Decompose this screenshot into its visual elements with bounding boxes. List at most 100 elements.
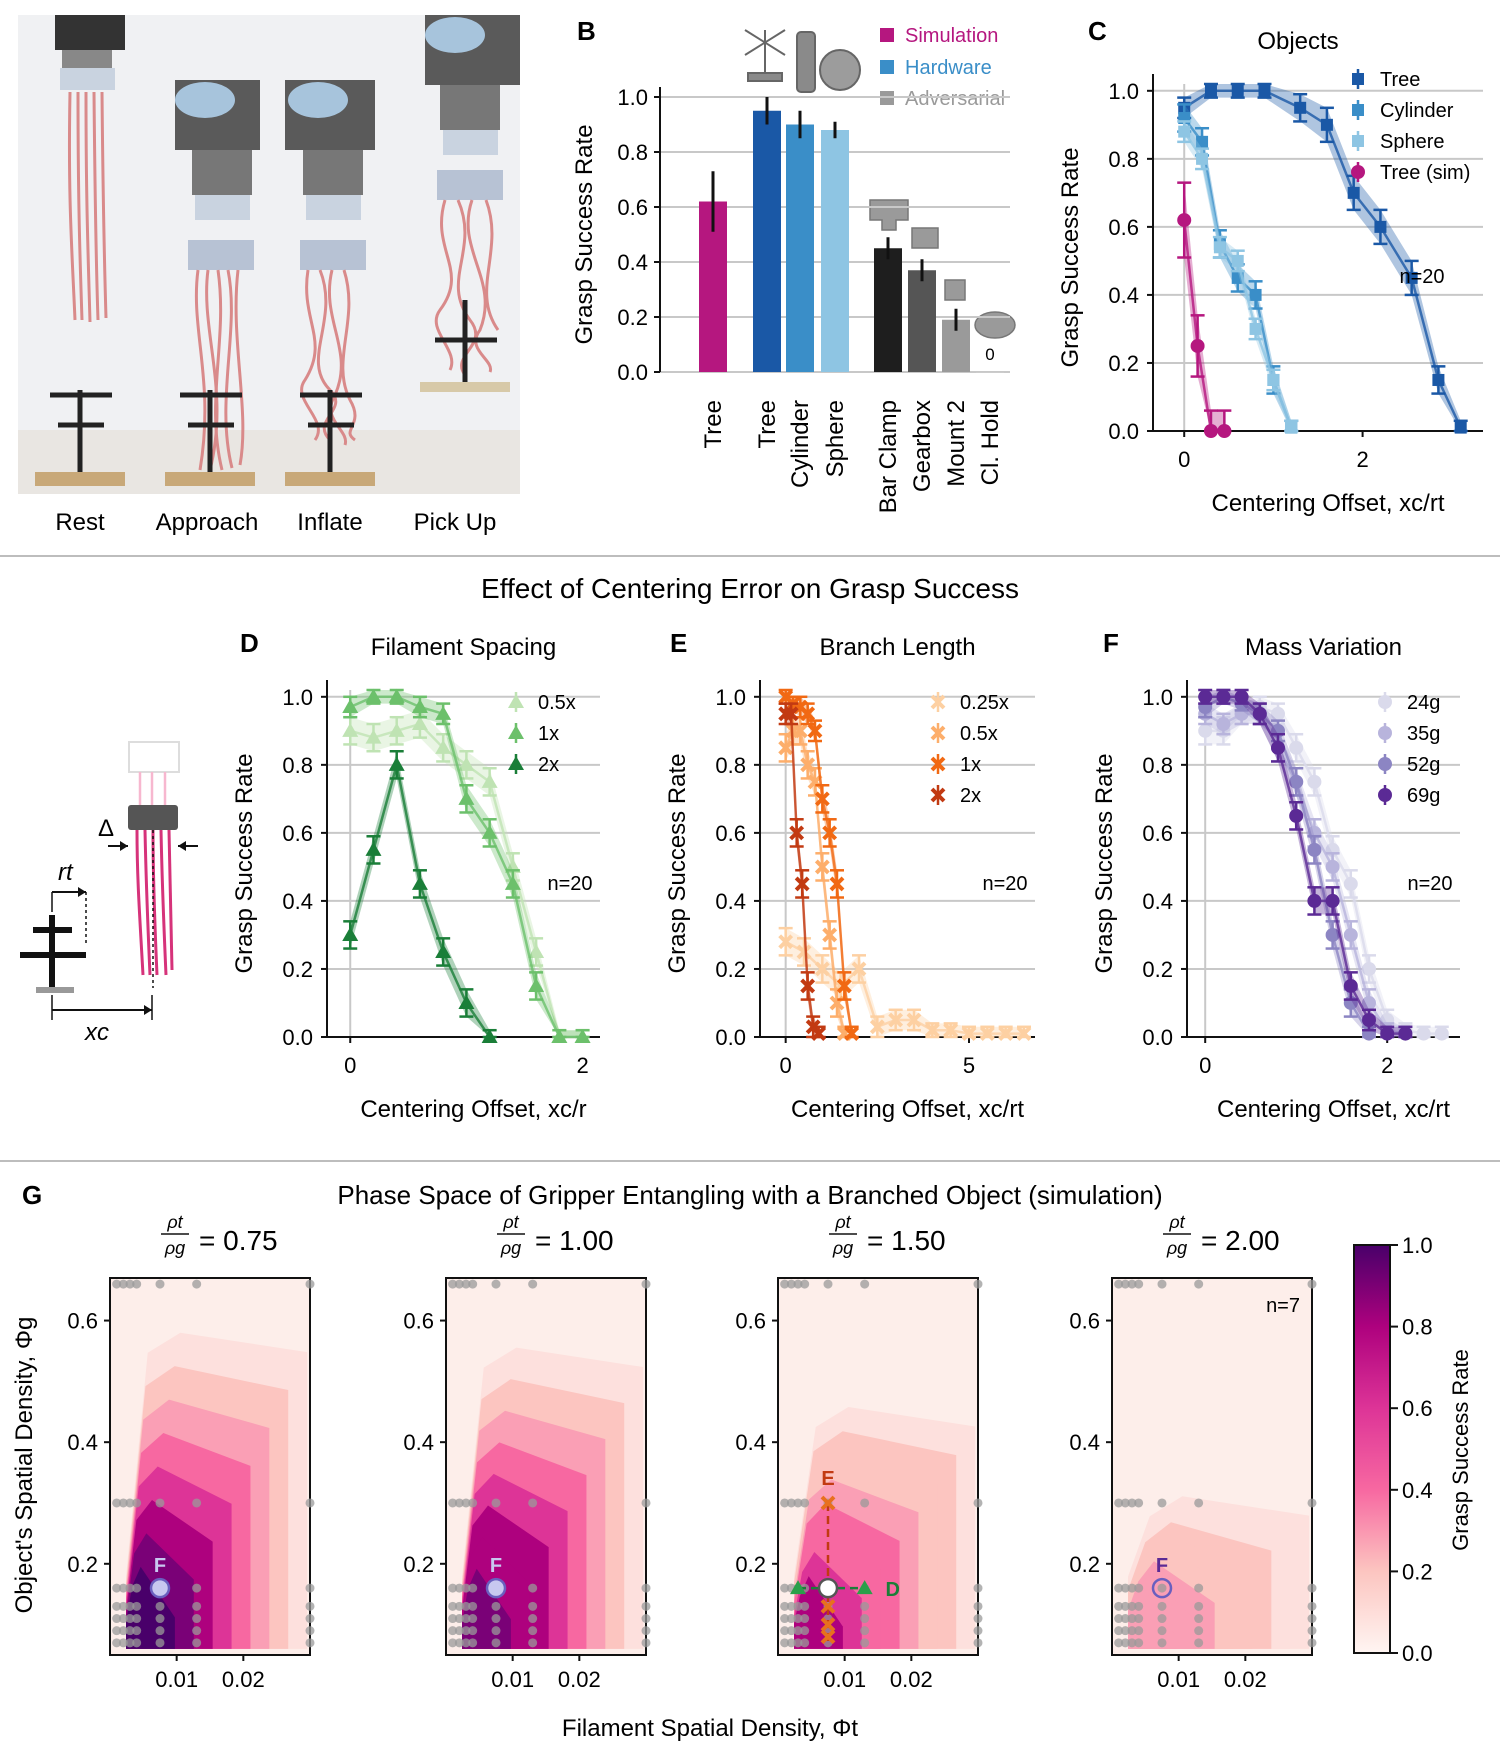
sample-point: [454, 1638, 464, 1648]
ratio-numerator: ρt: [834, 1212, 851, 1232]
data-point: [365, 688, 382, 703]
data-point: [1343, 876, 1358, 891]
sample-point: [454, 1498, 464, 1508]
sample-point: [786, 1279, 796, 1289]
data-point: [1325, 859, 1340, 874]
sample-point: [468, 1279, 478, 1289]
data-point: [1343, 978, 1358, 993]
sample-point: [305, 1638, 315, 1648]
sample-point: [1127, 1583, 1137, 1593]
sample-point: [641, 1638, 651, 1648]
colorbar: Grasp Success Rate 0.0 0.2 0.4 0.6 0.8 1.0: [1353, 1233, 1473, 1666]
data-point: [481, 773, 498, 788]
data-point: [1307, 893, 1322, 908]
data-point: [458, 756, 475, 771]
x-tick-label: 2: [1356, 447, 1368, 472]
sample-point: [1114, 1279, 1124, 1289]
sample-point: [118, 1583, 128, 1593]
sample-point: [448, 1601, 458, 1611]
y-tick-label: 0.8: [1108, 147, 1139, 172]
x-tick-label: Mount 2: [943, 400, 970, 487]
chart-title: Branch Length: [819, 634, 975, 661]
data-point: [504, 875, 521, 890]
sample-point: [461, 1583, 471, 1593]
sample-point: [1157, 1638, 1167, 1648]
panel-letter-c: C: [1088, 16, 1107, 46]
data-point: [1380, 1026, 1395, 1041]
f-marker-label: F: [154, 1555, 166, 1577]
x-tick-label: Tree: [700, 400, 727, 448]
sample-point: [112, 1601, 122, 1611]
sample-point: [973, 1279, 983, 1289]
sample-point: [305, 1626, 315, 1636]
sample-point: [1134, 1498, 1144, 1508]
y-tick-label: 0.4: [282, 889, 313, 914]
y-tick-label: 0.4: [1142, 889, 1173, 914]
sample-point: [641, 1626, 651, 1636]
sample-point: [305, 1583, 315, 1593]
data-point: [1434, 1026, 1449, 1041]
data-point: [1374, 220, 1387, 233]
panel-a: A: [18, 15, 520, 536]
data-point: [365, 841, 382, 856]
data-point: [1347, 186, 1360, 199]
x-tick-label: 2: [576, 1053, 588, 1078]
sample-point: [155, 1638, 165, 1648]
bar-chart: 0.0 0.2 0.4 0.6 0.8 1.0 Grasp Success Rate Tree…: [571, 85, 1010, 513]
sample-point: [1157, 1601, 1167, 1611]
y-tick-label: 0.6: [1142, 821, 1173, 846]
data-point: [800, 757, 816, 773]
data-point: [778, 689, 794, 705]
photo-inflate: [285, 80, 375, 486]
rt-label: rt: [58, 859, 74, 886]
panel-letter-g: G: [22, 1180, 42, 1210]
sample-point: [860, 1626, 870, 1636]
sample-point: [800, 1279, 810, 1289]
colorbar-label: Grasp Success Rate: [1448, 1349, 1473, 1551]
data-point: [342, 926, 359, 941]
sample-point: [1127, 1498, 1137, 1508]
x-tick-label: 0: [780, 1053, 792, 1078]
section-divider: [0, 555, 1500, 557]
sample-point: [448, 1583, 458, 1593]
heatmap-border: [445, 1277, 647, 1656]
legend-label: Sphere: [1380, 131, 1445, 153]
data-point: [435, 705, 452, 720]
sample-point: [132, 1601, 142, 1611]
data-point: [1343, 927, 1358, 942]
sample-point: [132, 1498, 142, 1508]
sample-point: [448, 1279, 458, 1289]
y-tick-label: 1.0: [715, 685, 746, 710]
sample-point: [793, 1638, 803, 1648]
sample-point: [793, 1498, 803, 1508]
data-point: [792, 723, 808, 739]
x-tick-label: 0: [1199, 1053, 1211, 1078]
data-point: [814, 961, 830, 977]
legend-label: 69g: [1407, 785, 1440, 807]
chart-title: Filament Spacing: [371, 634, 556, 661]
x-tick-label: 0.02: [222, 1667, 265, 1692]
center-condition-marker: [817, 1577, 839, 1599]
heatmap-border: [109, 1277, 311, 1656]
sample-point: [1157, 1583, 1167, 1593]
sample-point: [1120, 1626, 1130, 1636]
sample-point: [1120, 1583, 1130, 1593]
n-label-d: n=20: [547, 873, 592, 895]
data-point: [388, 756, 405, 771]
y-tick-label: 0.0: [617, 360, 648, 385]
data-point: [1177, 213, 1192, 228]
data-point: [1203, 424, 1218, 438]
data-point: [435, 943, 452, 958]
sample-point: [448, 1626, 458, 1636]
chart-title: Objects: [1257, 28, 1338, 55]
data-point: [1196, 152, 1209, 165]
y-tick-label: 0.2: [715, 957, 746, 982]
sample-point: [973, 1626, 983, 1636]
bar: [976, 372, 1004, 373]
data-point: [836, 978, 852, 994]
x-tick-label: 0: [1178, 447, 1190, 472]
data-point: [1307, 774, 1322, 789]
sample-point: [192, 1601, 202, 1611]
n-label-f: n=20: [1407, 873, 1452, 895]
series-band: [785, 928, 1024, 1037]
